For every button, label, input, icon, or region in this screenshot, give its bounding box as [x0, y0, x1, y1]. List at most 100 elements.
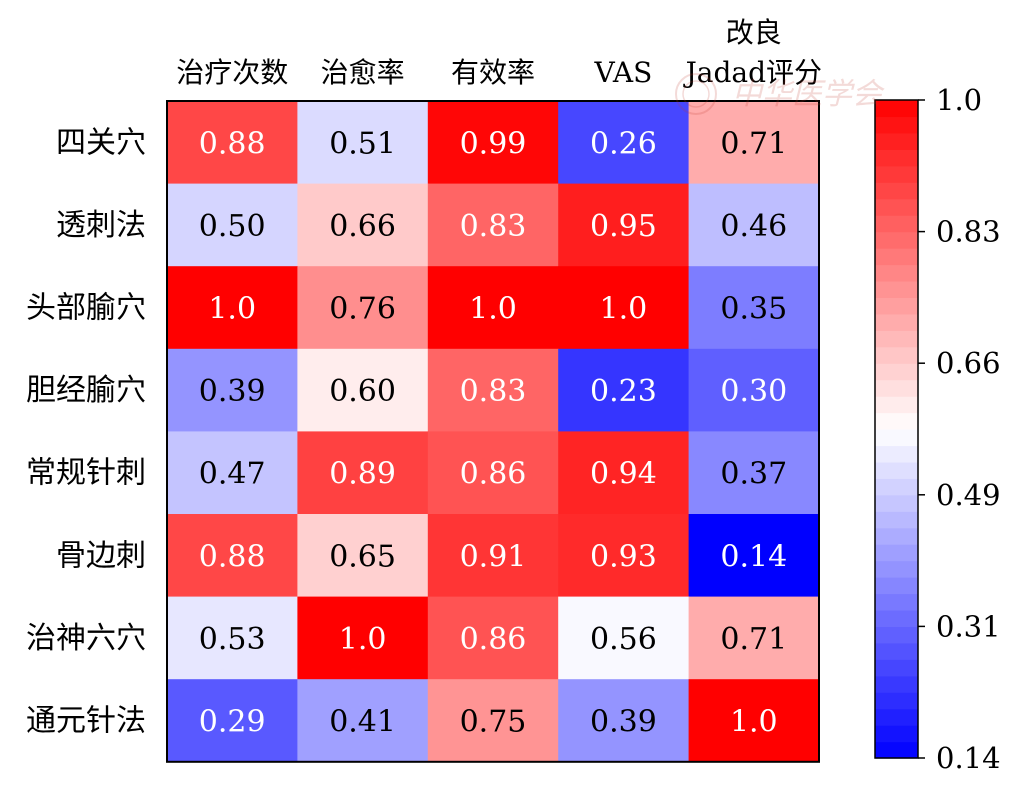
cell-value-label: 0.53	[199, 622, 266, 657]
colorbar-segment	[875, 313, 918, 331]
heatmap-cell	[167, 679, 298, 763]
heatmap-cell	[688, 266, 820, 350]
colorbar-segment	[875, 132, 918, 150]
colorbar-segment	[875, 396, 918, 414]
colorbar-segment	[875, 577, 918, 595]
column-label: 治愈率	[321, 56, 405, 89]
heatmap-cell	[558, 348, 690, 432]
colorbar-segment	[875, 478, 918, 496]
cell-value-label: 0.26	[590, 126, 657, 161]
row-label: 通元针法	[26, 704, 146, 739]
cell-value-label: 0.83	[460, 209, 527, 244]
row-label: 常规针刺	[26, 456, 146, 491]
cell-value-label: 0.66	[329, 209, 396, 244]
row-label: 骨边刺	[56, 538, 146, 573]
cell-value-label: 1.0	[600, 292, 648, 327]
cell-value-label: 0.75	[460, 705, 527, 740]
colorbar-segment	[875, 609, 918, 627]
cell-value-label: 0.65	[329, 539, 396, 574]
cell-value-label: 0.83	[460, 374, 527, 409]
colorbar-segment	[875, 116, 918, 134]
heatmap-cell	[427, 266, 559, 350]
colorbar-segment	[875, 445, 918, 463]
cell-value-label: 0.99	[460, 126, 527, 161]
heatmap-cell	[558, 101, 690, 185]
colorbar-segment	[875, 165, 918, 183]
heatmap-cell	[167, 431, 298, 515]
colorbar-segment	[875, 412, 918, 430]
colorbar-segment	[875, 100, 918, 118]
heatmap-cell	[427, 431, 559, 515]
row-label: 四关穴	[56, 125, 146, 160]
cell-value-label: 0.95	[590, 209, 657, 244]
cell-value-label: 0.89	[329, 457, 396, 492]
colorbar-segment	[875, 593, 918, 611]
heatmap-cell	[297, 266, 429, 350]
colorbar-segment	[875, 264, 918, 282]
cell-value-label: 0.86	[460, 457, 527, 492]
colorbar-segment	[875, 363, 918, 381]
row-label: 胆经腧穴	[26, 373, 146, 408]
cell-value-label: 0.37	[720, 457, 787, 492]
colorbar-segment	[875, 346, 918, 364]
colorbar-segment	[875, 215, 918, 233]
heatmap-cell	[558, 431, 690, 515]
colorbar-segment	[875, 280, 918, 298]
colorbar-segment	[875, 231, 918, 249]
colorbar-segment	[875, 149, 918, 167]
heatmap-cell	[688, 514, 820, 598]
heatmap-cell	[167, 183, 298, 267]
heatmap-cell	[688, 183, 820, 267]
colorbar-segment	[875, 560, 918, 578]
cell-value-label: 0.35	[720, 292, 787, 327]
heatmap-cell	[688, 431, 820, 515]
colorbar-segment	[875, 429, 918, 447]
heatmap-cell	[688, 348, 820, 432]
column-label: 改良	[726, 16, 782, 49]
colorbar-segment	[875, 725, 918, 743]
heatmap-cell	[167, 348, 298, 432]
colorbar-tick-label: 0.31	[936, 609, 1001, 643]
colorbar-segment	[875, 659, 918, 677]
colorbar-segment	[875, 642, 918, 660]
heatmap-cell	[688, 101, 820, 185]
cell-value-label: 0.88	[199, 539, 266, 574]
colorbar-segment	[875, 675, 918, 693]
cell-value-label: 0.46	[720, 209, 787, 244]
heatmap-frame	[166, 100, 820, 763]
cell-value-label: 0.30	[720, 374, 787, 409]
heatmap-cell	[297, 348, 429, 432]
heatmap-cell	[167, 266, 298, 350]
colorbar-tick-label: 0.66	[936, 346, 1001, 380]
colorbar-segment	[875, 626, 918, 644]
column-label: 有效率	[451, 56, 535, 89]
heatmap-cell	[558, 596, 690, 680]
column-labels: 治疗次数 治愈率 有效率 VAS 改良 Jadad评分	[176, 16, 822, 89]
colorbar-tick-label: 0.83	[936, 215, 1001, 249]
cell-value-label: 0.93	[590, 539, 657, 574]
colorbar-segment	[875, 198, 918, 216]
heatmap-cell	[427, 101, 559, 185]
column-label: 治疗次数	[176, 56, 288, 89]
colorbar-tick-label: 0.14	[936, 741, 1001, 775]
heatmap-cell	[297, 101, 429, 185]
heatmap-cell	[297, 596, 429, 680]
colorbar-tick-label: 0.49	[936, 478, 1001, 512]
heatmap-cell	[297, 183, 429, 267]
colorbar-segment	[875, 494, 918, 512]
heatmap-cell	[558, 679, 690, 763]
colorbar-frame	[874, 99, 919, 759]
colorbar-tick-label: 1.0	[936, 83, 982, 117]
cell-value-label: 0.71	[720, 622, 787, 657]
colorbar-segment	[875, 182, 918, 200]
heatmap-cell	[297, 514, 429, 598]
heatmap-cell	[558, 514, 690, 598]
colorbar-segment	[875, 527, 918, 545]
cell-value-label: 0.56	[590, 622, 657, 657]
heatmap-cell	[167, 596, 298, 680]
heatmap-cell	[297, 431, 429, 515]
cell-value-label: 0.41	[329, 705, 396, 740]
heatmap-cell	[167, 101, 298, 185]
cell-value-label: 0.14	[720, 539, 787, 574]
